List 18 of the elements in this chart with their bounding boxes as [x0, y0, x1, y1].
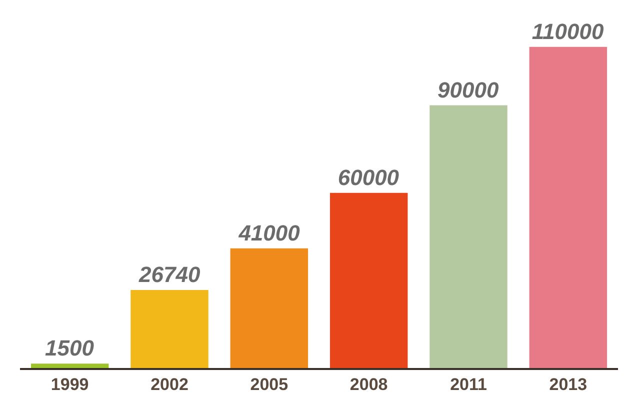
data-label: 41000	[238, 220, 301, 246]
x-tick-label: 1999	[50, 375, 89, 394]
bar	[330, 192, 408, 368]
bar	[430, 105, 508, 368]
x-tick-label: 2013	[549, 375, 588, 394]
bar	[529, 46, 608, 368]
x-tick-label: 2011	[450, 375, 487, 394]
data-label: 26740	[138, 262, 201, 287]
x-tick-label: 2008	[350, 375, 388, 394]
x-tick-label: 2002	[150, 375, 188, 394]
data-label: 90000	[438, 77, 500, 102]
data-label: 60000	[338, 164, 400, 190]
x-tick-label: 2005	[250, 375, 288, 394]
data-label: 110000	[532, 18, 604, 44]
bar	[30, 364, 109, 368]
bar	[230, 248, 308, 368]
bar	[130, 290, 208, 368]
data-label: 1500	[44, 336, 95, 361]
